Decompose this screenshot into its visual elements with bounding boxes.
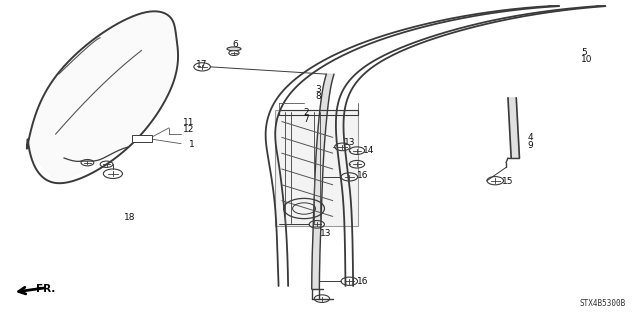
- Bar: [275, 110, 358, 226]
- Text: 13: 13: [320, 229, 332, 238]
- Text: 7: 7: [303, 115, 309, 124]
- Polygon shape: [312, 74, 334, 289]
- Text: FR.: FR.: [36, 284, 56, 294]
- Text: 3: 3: [316, 85, 321, 94]
- Text: 16: 16: [357, 171, 369, 181]
- Text: 17: 17: [196, 60, 207, 69]
- Text: 15: 15: [502, 176, 513, 186]
- Text: 8: 8: [316, 93, 321, 101]
- Text: STX4B5300B: STX4B5300B: [580, 299, 626, 308]
- Text: 2: 2: [303, 108, 309, 117]
- Polygon shape: [508, 98, 520, 158]
- Ellipse shape: [227, 47, 241, 51]
- Text: 13: 13: [344, 137, 356, 147]
- Text: 1: 1: [189, 140, 195, 149]
- Text: 4: 4: [528, 133, 533, 143]
- Text: 14: 14: [364, 146, 374, 155]
- Text: 18: 18: [124, 212, 135, 222]
- Text: 5: 5: [581, 48, 587, 57]
- Text: 16: 16: [357, 277, 369, 286]
- Text: 11: 11: [183, 118, 195, 127]
- Text: 9: 9: [528, 141, 534, 150]
- Text: 6: 6: [232, 40, 238, 48]
- Text: 10: 10: [581, 56, 593, 64]
- Polygon shape: [27, 12, 177, 183]
- Text: 12: 12: [183, 125, 195, 134]
- Bar: [132, 135, 152, 142]
